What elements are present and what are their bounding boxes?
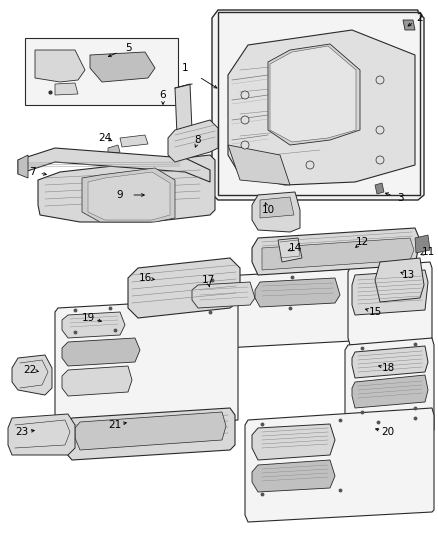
- Polygon shape: [75, 412, 226, 450]
- Text: 10: 10: [261, 205, 275, 215]
- Text: 11: 11: [421, 247, 434, 257]
- Polygon shape: [62, 312, 125, 338]
- Polygon shape: [255, 278, 340, 307]
- Polygon shape: [65, 408, 235, 460]
- Polygon shape: [252, 460, 335, 492]
- Text: 21: 21: [108, 420, 122, 430]
- Polygon shape: [35, 50, 85, 82]
- Polygon shape: [168, 120, 218, 162]
- Polygon shape: [12, 355, 52, 395]
- Polygon shape: [352, 346, 428, 378]
- Circle shape: [306, 161, 314, 169]
- Polygon shape: [352, 375, 428, 408]
- Text: 8: 8: [194, 135, 201, 145]
- Polygon shape: [128, 258, 240, 318]
- Polygon shape: [62, 366, 132, 396]
- Circle shape: [376, 156, 384, 164]
- Polygon shape: [62, 338, 140, 366]
- Polygon shape: [415, 235, 430, 253]
- Polygon shape: [403, 20, 415, 30]
- Polygon shape: [278, 238, 302, 262]
- Polygon shape: [260, 197, 294, 218]
- Text: 20: 20: [381, 427, 395, 437]
- Polygon shape: [18, 148, 210, 182]
- Polygon shape: [25, 38, 178, 105]
- Polygon shape: [252, 192, 300, 232]
- Polygon shape: [82, 168, 175, 222]
- Text: 14: 14: [288, 243, 302, 253]
- Polygon shape: [185, 268, 370, 350]
- Circle shape: [241, 116, 249, 124]
- Polygon shape: [175, 84, 192, 135]
- Polygon shape: [375, 258, 424, 302]
- Text: 6: 6: [160, 90, 166, 100]
- Circle shape: [376, 76, 384, 84]
- Polygon shape: [345, 338, 434, 440]
- Text: 16: 16: [138, 273, 152, 283]
- Polygon shape: [55, 298, 238, 430]
- Polygon shape: [18, 155, 28, 178]
- Text: 3: 3: [397, 193, 403, 203]
- Text: 9: 9: [117, 190, 124, 200]
- Polygon shape: [268, 44, 360, 145]
- Polygon shape: [228, 145, 290, 185]
- Polygon shape: [252, 228, 420, 275]
- Polygon shape: [55, 83, 78, 95]
- Circle shape: [376, 126, 384, 134]
- Polygon shape: [270, 46, 356, 142]
- Polygon shape: [245, 408, 434, 522]
- Polygon shape: [120, 135, 148, 147]
- Polygon shape: [252, 424, 335, 460]
- Polygon shape: [108, 145, 120, 155]
- Polygon shape: [348, 262, 432, 345]
- Polygon shape: [38, 155, 215, 222]
- Polygon shape: [262, 238, 414, 270]
- Polygon shape: [218, 12, 420, 195]
- Circle shape: [241, 141, 249, 149]
- Polygon shape: [192, 282, 255, 308]
- Polygon shape: [212, 10, 424, 200]
- Text: 1: 1: [182, 63, 188, 73]
- Polygon shape: [352, 270, 428, 315]
- Polygon shape: [228, 30, 415, 185]
- Text: 15: 15: [368, 307, 381, 317]
- Text: 24: 24: [99, 133, 112, 143]
- Text: 2: 2: [417, 13, 423, 23]
- Text: 12: 12: [355, 237, 369, 247]
- Text: 17: 17: [201, 275, 215, 285]
- Circle shape: [241, 91, 249, 99]
- Text: 23: 23: [15, 427, 28, 437]
- Text: 7: 7: [28, 167, 35, 177]
- Polygon shape: [8, 414, 75, 455]
- Text: 18: 18: [381, 363, 395, 373]
- Polygon shape: [90, 52, 155, 82]
- Polygon shape: [375, 183, 384, 194]
- Polygon shape: [88, 172, 170, 220]
- Text: 22: 22: [23, 365, 37, 375]
- Text: 13: 13: [401, 270, 415, 280]
- Text: 19: 19: [81, 313, 95, 323]
- Text: 5: 5: [125, 43, 131, 53]
